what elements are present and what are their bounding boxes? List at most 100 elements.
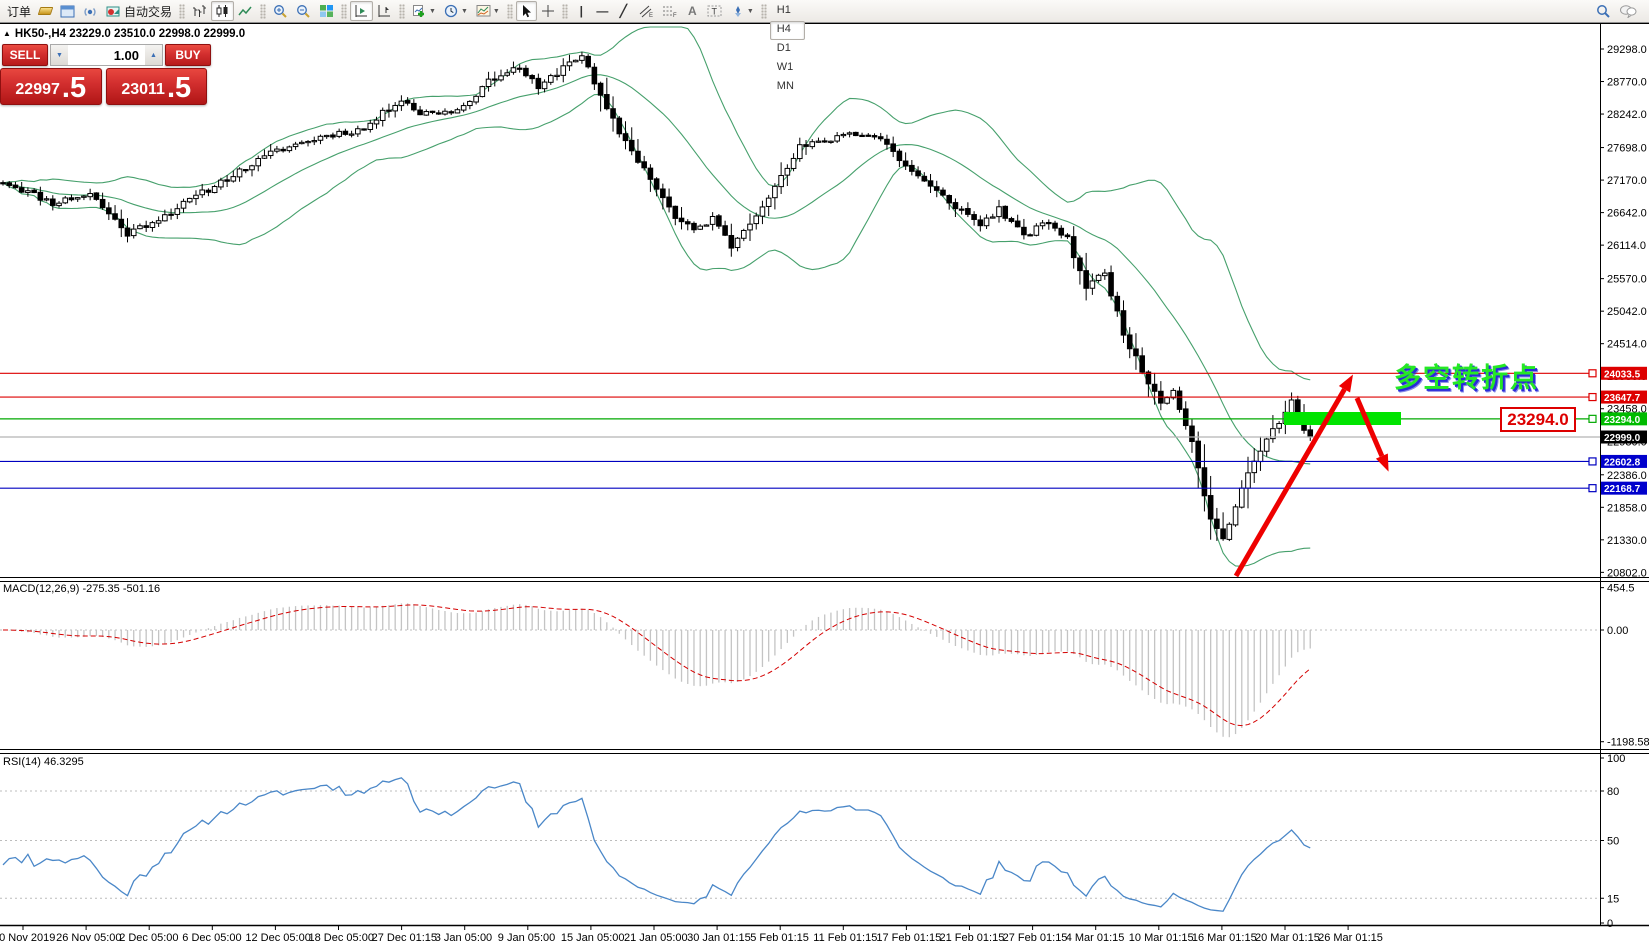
horizontal-line-icon: — <box>596 4 609 18</box>
price-tick-label: 21858.0 <box>1607 502 1647 514</box>
time-label: 18 Dec 05:00 <box>309 932 374 944</box>
candle-body <box>834 135 840 142</box>
down-triangle-icon: ▼ <box>56 51 63 59</box>
candle-body <box>361 128 367 131</box>
candlestick-icon <box>216 5 228 17</box>
candle-body <box>560 65 567 76</box>
search-button[interactable] <box>1592 1 1615 21</box>
candle-body <box>722 225 728 236</box>
buy-price-display[interactable]: 23011 .5 <box>105 68 207 105</box>
periods-button[interactable]: ▼ <box>440 1 472 21</box>
sell-price-display[interactable]: 22997 .5 <box>0 68 102 105</box>
market-watch-button[interactable] <box>56 1 79 21</box>
candle-body <box>373 119 380 125</box>
candle-body <box>1226 523 1233 540</box>
level-price-label-bg <box>1601 412 1647 426</box>
sell-button[interactable]: SELL <box>2 44 48 66</box>
support-highlight-bar[interactable] <box>1284 412 1401 425</box>
timeframe-MN[interactable]: MN <box>776 79 794 92</box>
dropdown-caret: ▼ <box>429 7 436 15</box>
channel-tool[interactable]: E <box>634 1 658 21</box>
text-tool[interactable]: A <box>682 1 703 21</box>
text-label-tool[interactable]: T <box>703 1 727 21</box>
timeframe-W1[interactable]: W1 <box>776 60 794 73</box>
candle-body <box>1195 440 1202 469</box>
crosshair-tool-button[interactable] <box>537 1 559 21</box>
candle-body <box>672 205 679 219</box>
timeframe-H1[interactable]: H1 <box>776 3 791 16</box>
candle-body <box>1133 348 1139 357</box>
volume-input[interactable] <box>68 45 145 65</box>
price-tick-label: 26114.0 <box>1607 240 1646 252</box>
rsi-scale-label: 15 <box>1607 893 1619 905</box>
level-price-label-bg <box>1601 481 1647 495</box>
auto-scroll-button[interactable] <box>350 1 374 21</box>
turning-point-annotation: 多空转折点 <box>1394 363 1539 393</box>
sell-button-label: SELL <box>9 48 41 62</box>
candle-body <box>311 140 318 143</box>
timeframe-D1[interactable]: D1 <box>776 41 791 54</box>
level-price-label: 22168.7 <box>1604 484 1641 495</box>
trend-arrow-up[interactable] <box>1233 387 1347 578</box>
candle-body <box>348 133 355 136</box>
line-chart-icon <box>238 6 252 16</box>
level-connector-square <box>1588 457 1597 466</box>
new-order-button[interactable]: 订单 <box>0 1 35 21</box>
level-price-label: 22602.8 <box>1604 457 1641 468</box>
candle-body <box>1214 518 1220 529</box>
horizontal-line-tool[interactable]: — <box>592 1 613 21</box>
candlestick-mode-button[interactable] <box>211 1 235 21</box>
candle-body <box>971 214 977 220</box>
fibonacci-tool[interactable]: F <box>658 1 682 21</box>
candle-body <box>50 198 56 206</box>
candle-body <box>1008 218 1015 222</box>
candle-body <box>622 133 629 142</box>
candle-body <box>772 185 778 199</box>
volume-decrease-button[interactable]: ▼ <box>51 45 68 65</box>
zoom-out-button[interactable] <box>292 1 315 21</box>
community-chat-button[interactable] <box>1615 1 1641 21</box>
candle-body <box>865 134 872 137</box>
deposit-icon[interactable] <box>35 1 56 21</box>
dropdown-caret: ▼ <box>492 7 500 15</box>
shapes-tool[interactable]: ▼ <box>727 1 758 21</box>
buy-button[interactable]: BUY <box>165 44 211 66</box>
candle-body <box>292 143 299 148</box>
new-chart-button[interactable]: ▼ <box>408 1 440 21</box>
template-chart-icon <box>476 5 491 17</box>
candle-body <box>162 214 168 222</box>
templates-button[interactable]: ▼ <box>472 1 504 21</box>
candle-body <box>491 78 498 81</box>
cursor-tool-button[interactable] <box>515 1 537 21</box>
candle-body <box>653 178 660 190</box>
candle-body <box>840 133 847 137</box>
vertical-line-icon: | <box>579 4 584 18</box>
trendline-tool[interactable]: ╱ <box>613 1 634 21</box>
trend-arrow-down[interactable] <box>1354 397 1385 458</box>
candle-body <box>180 200 187 209</box>
candle-body <box>790 157 797 169</box>
candle-body <box>815 140 822 143</box>
candle-body <box>168 213 174 216</box>
candle-body <box>747 223 753 231</box>
price-callout-box[interactable]: 23294.0 <box>1500 407 1576 432</box>
candle-body <box>604 94 610 110</box>
signals-button[interactable] <box>79 1 102 21</box>
bar-chart-mode-button[interactable] <box>188 1 211 21</box>
timeframe-H4[interactable]: H4 <box>769 20 806 40</box>
tile-windows-button[interactable] <box>315 1 338 21</box>
buy-price-int: 23011 <box>121 81 165 98</box>
volume-increase-button[interactable]: ▲ <box>145 45 162 65</box>
candle-body <box>1263 438 1270 452</box>
candle-body <box>1083 270 1089 289</box>
chart-shift-button[interactable] <box>373 1 396 21</box>
price-tick-label: 28242.0 <box>1607 109 1647 121</box>
toolbar-grip <box>561 3 568 19</box>
vertical-line-tool[interactable]: | <box>571 1 592 21</box>
rsi-scale-label: 50 <box>1607 836 1619 848</box>
auto-trading-button[interactable]: 自动交易 <box>102 1 176 21</box>
zoom-in-button[interactable] <box>269 1 292 21</box>
line-chart-mode-button[interactable] <box>234 1 257 21</box>
price-tick-label: 29298.0 <box>1607 44 1647 56</box>
